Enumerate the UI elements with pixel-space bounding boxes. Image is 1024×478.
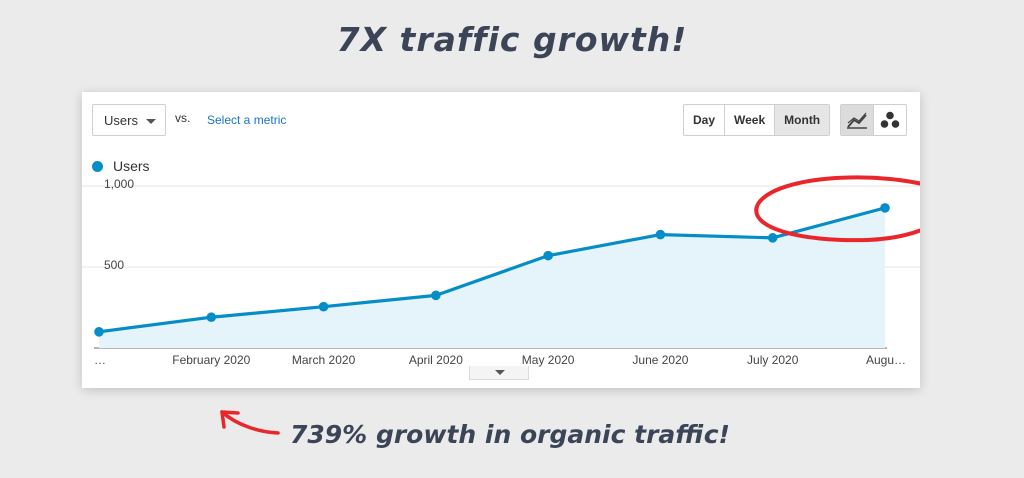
metric-dropdown-label: Users — [104, 112, 138, 128]
x-tick-label: March 2020 — [292, 353, 356, 367]
x-tick-label: … — [94, 353, 106, 367]
chart-legend: Users — [92, 158, 150, 174]
data-point — [655, 229, 666, 240]
chart-type-toggle — [840, 104, 907, 136]
x-tick-label: July 2020 — [747, 353, 799, 367]
series-line — [98, 206, 886, 334]
headline: 7X traffic growth! — [336, 20, 688, 59]
day-button[interactable]: Day — [684, 105, 725, 135]
x-tick-label: May 2020 — [522, 353, 575, 367]
line-chart-button[interactable] — [841, 105, 874, 135]
legend-label: Users — [113, 158, 150, 174]
select-metric-link[interactable]: Select a metric — [207, 113, 287, 127]
week-button[interactable]: Week — [724, 105, 775, 135]
growth-caption: 739% growth in organic traffic! — [290, 420, 730, 449]
data-point — [767, 233, 778, 243]
collapse-chart-toggle[interactable] — [469, 366, 529, 380]
line-chart: 500 1,000 … February 2020 March 2020 April 20… — [82, 175, 920, 367]
x-tick-label: February 2020 — [172, 353, 250, 367]
curved-arrow-icon — [220, 410, 280, 435]
x-tick-label: April 2020 — [409, 353, 463, 367]
series-area — [99, 207, 885, 348]
x-tick-label: Augu… — [866, 353, 906, 367]
data-point — [94, 327, 104, 337]
x-tick-label: June 2020 — [632, 353, 688, 367]
chevron-down-icon — [146, 119, 156, 124]
y-tick-label: 500 — [104, 258, 124, 272]
data-point — [880, 203, 890, 213]
data-point — [543, 250, 553, 261]
month-button[interactable]: Month — [774, 105, 830, 135]
y-tick-label: 1,000 — [104, 177, 134, 191]
motion-chart-button[interactable] — [874, 105, 906, 135]
metric-dropdown[interactable]: Users — [92, 104, 166, 136]
bubble-chart-icon — [880, 111, 900, 128]
vs-label: vs. — [175, 111, 191, 125]
line-chart-icon — [847, 112, 867, 129]
data-point — [431, 290, 441, 301]
data-point — [206, 312, 217, 323]
period-toggle: Day Week Month — [683, 104, 831, 136]
annotation-circle — [754, 175, 920, 243]
analytics-chart-card: Users vs. Select a metric Day Week Month… — [82, 92, 920, 388]
data-point — [318, 301, 329, 312]
legend-swatch — [92, 160, 103, 172]
